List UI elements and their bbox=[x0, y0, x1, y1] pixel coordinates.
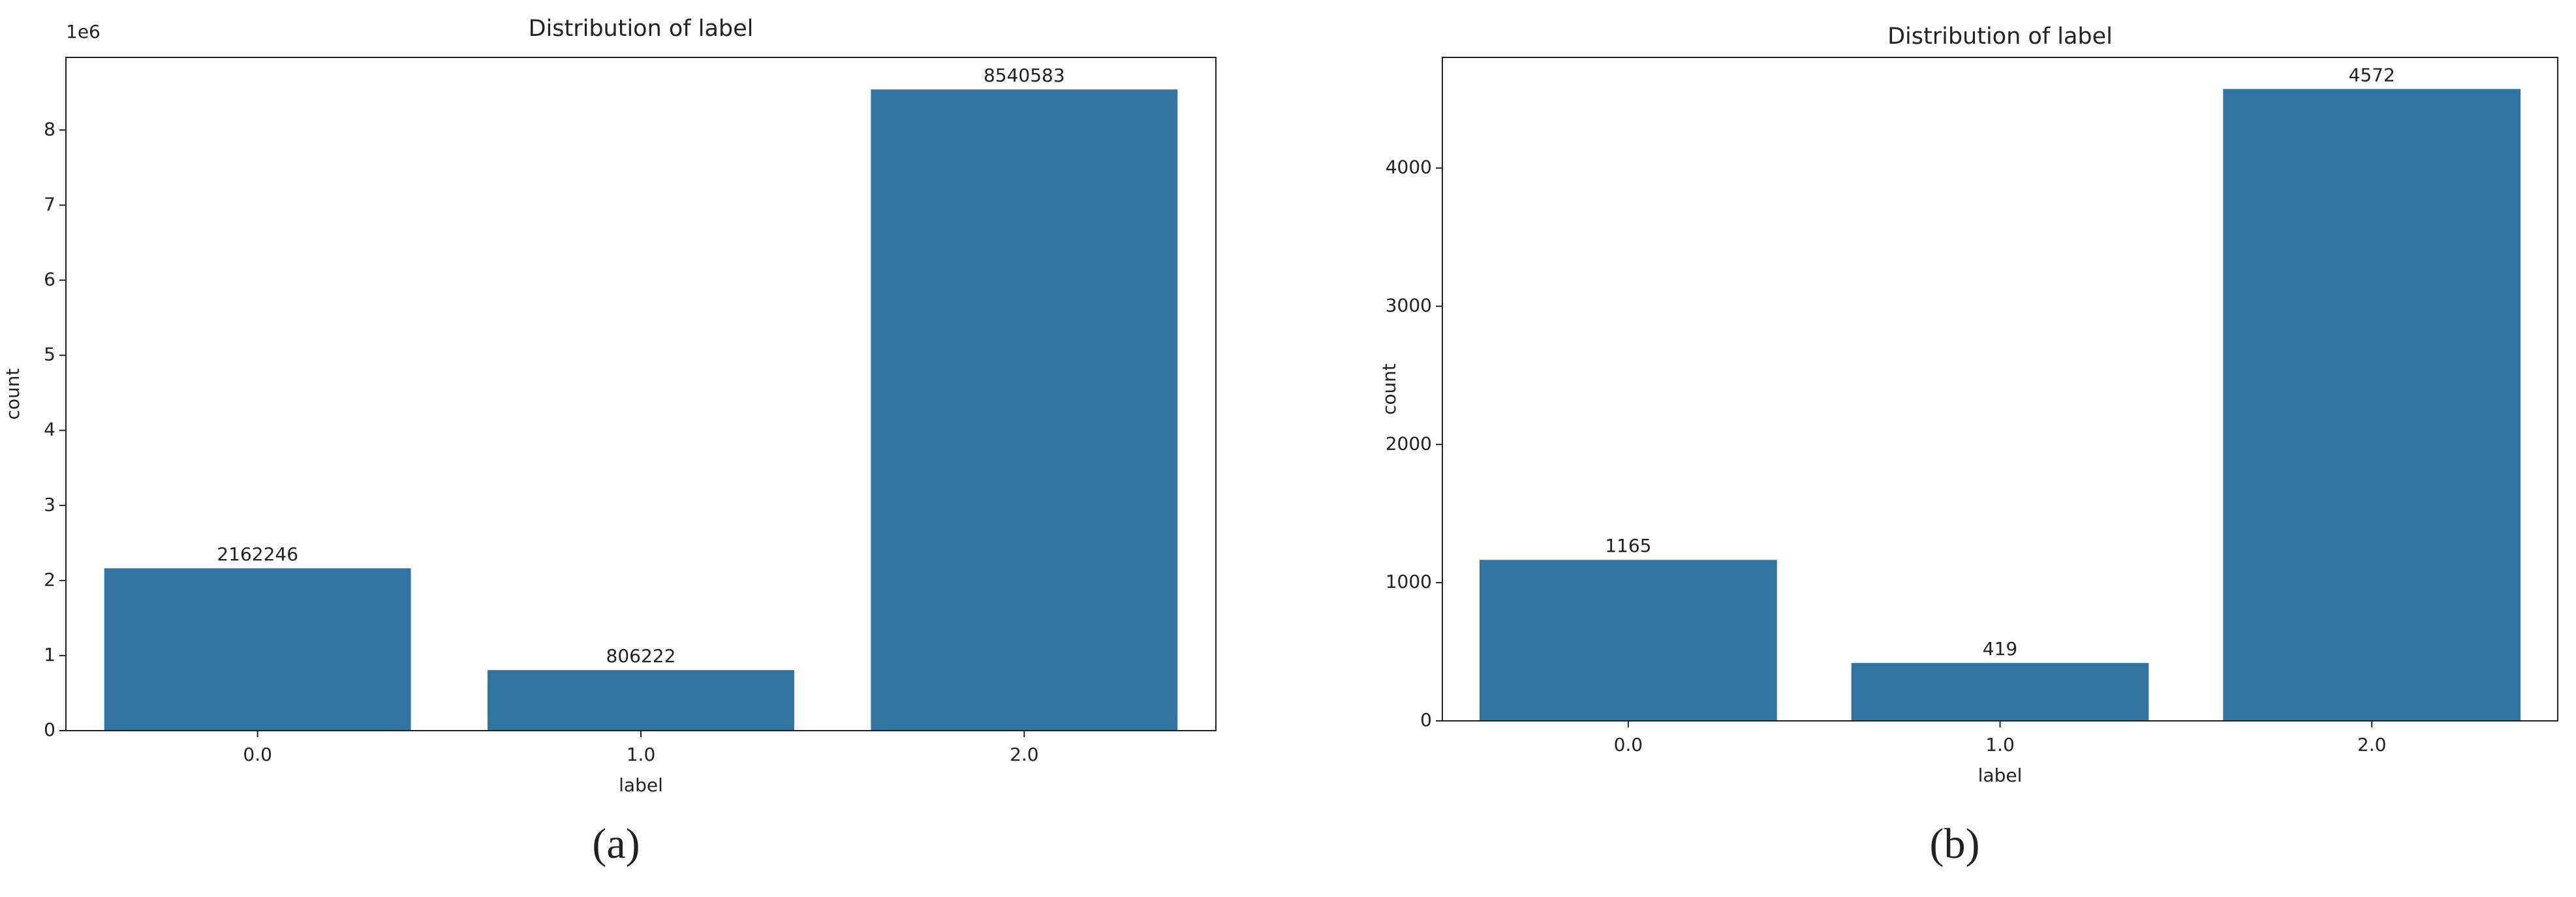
chart-title: Distribution of label bbox=[1887, 23, 2113, 50]
data-label: 1165 bbox=[1605, 535, 1651, 556]
y-axis-label: count bbox=[1378, 363, 1400, 415]
y-tick-label: 2 bbox=[44, 569, 55, 590]
y-tick-label: 7 bbox=[44, 193, 55, 215]
x-tick-label: 1.0 bbox=[1985, 734, 2015, 755]
data-label: 4572 bbox=[2349, 64, 2395, 85]
y-tick-label: 5 bbox=[44, 344, 55, 365]
data-label: 8540583 bbox=[984, 65, 1065, 86]
x-tick-label: 0.0 bbox=[243, 744, 272, 765]
plot-frame bbox=[65, 57, 1217, 731]
y-axis-label: count bbox=[2, 368, 23, 419]
x-tick-label: 1.0 bbox=[627, 744, 656, 765]
x-tick-label: 2.0 bbox=[1010, 744, 1039, 765]
data-label: 806222 bbox=[606, 645, 676, 667]
panel-caption: (a) bbox=[592, 820, 640, 868]
bar bbox=[871, 89, 1178, 731]
y-tick-label: 8 bbox=[44, 118, 55, 140]
bar bbox=[104, 568, 411, 731]
y-offset-text: 1e6 bbox=[66, 21, 101, 42]
y-tick-label: 4000 bbox=[1386, 157, 1432, 178]
x-axis-label: label bbox=[619, 774, 663, 796]
y-tick-label: 3 bbox=[44, 494, 55, 515]
bar bbox=[488, 670, 794, 731]
y-tick-label: 2000 bbox=[1386, 433, 1432, 454]
chart-title: Distribution of label bbox=[529, 16, 754, 42]
y-tick-label: 1 bbox=[44, 644, 55, 665]
data-label: 2162246 bbox=[217, 543, 298, 565]
y-tick-label: 1000 bbox=[1386, 571, 1432, 592]
y-tick-label: 3000 bbox=[1386, 294, 1432, 316]
x-tick-label: 0.0 bbox=[1614, 734, 1643, 755]
y-tick-label: 6 bbox=[44, 269, 55, 290]
data-label: 419 bbox=[1983, 638, 2017, 660]
bar bbox=[1479, 560, 1777, 721]
x-tick-label: 2.0 bbox=[2357, 734, 2387, 755]
x-axis-label: label bbox=[1978, 765, 2023, 786]
y-tick-label: 4 bbox=[44, 419, 55, 440]
plot-frame bbox=[1442, 57, 2558, 722]
y-tick-label: 0 bbox=[1420, 709, 1432, 731]
bar bbox=[2223, 89, 2521, 721]
panel-caption: (b) bbox=[1930, 820, 1980, 868]
y-tick-label: 0 bbox=[44, 719, 55, 740]
bar bbox=[1851, 663, 2149, 721]
